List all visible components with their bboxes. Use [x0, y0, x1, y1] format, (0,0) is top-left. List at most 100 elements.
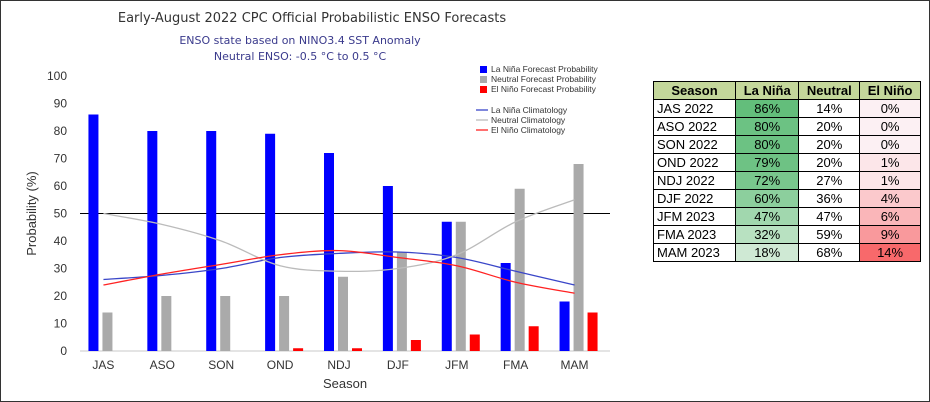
bar-la-nina: [500, 263, 511, 351]
table-row: ASO 2022 80% 20% 0%: [652, 117, 921, 136]
table-row: DJF 2022 60% 36% 4%: [652, 189, 921, 208]
cell-el-nino: 1%: [859, 171, 921, 190]
x-tick-label: MAM: [561, 358, 589, 372]
x-tick-label: OND: [267, 358, 294, 372]
legend-label: Neutral Climatology: [491, 115, 566, 125]
climatology-line-neutral: [103, 199, 575, 273]
cell-el-nino: 6%: [859, 207, 921, 226]
bar-la-nina: [88, 114, 99, 351]
cell-season: DJF 2022: [652, 189, 737, 208]
cell-season: MAM 2023: [652, 243, 737, 262]
cell-la-nina: 80%: [735, 135, 800, 154]
header-neutral: Neutral: [798, 81, 861, 100]
bar-neutral: [161, 296, 172, 351]
bar-neutral: [220, 296, 231, 351]
cell-neutral: 20%: [798, 153, 861, 172]
chart-title: Early-August 2022 CPC Official Probabili…: [118, 11, 507, 26]
table-row: FMA 2023 32% 59% 9%: [652, 225, 921, 244]
chart-subtitle-line-1: ENSO state based on NINO3.4 SST Anomaly: [179, 34, 421, 47]
probability-table: Season La Niña Neutral El Niño JAS 2022 8…: [652, 81, 921, 262]
bar-la-nina: [206, 131, 217, 351]
y-tick-label: 20: [54, 289, 68, 303]
bar-la-nina: [324, 153, 334, 351]
bar-el-nino: [528, 326, 539, 351]
bar-el-nino: [352, 348, 362, 351]
cell-neutral: 20%: [798, 135, 861, 154]
table-row: OND 2022 79% 20% 1%: [652, 153, 921, 172]
cell-el-nino: 0%: [859, 99, 921, 118]
x-tick-label: NDJ: [327, 358, 350, 372]
header-la-nina: La Niña: [735, 81, 800, 100]
y-tick-label: 90: [54, 97, 68, 111]
table-row: MAM 2023 18% 68% 14%: [652, 243, 921, 262]
enso-forecast-chart: Early-August 2022 CPC Official Probabili…: [24, 11, 610, 391]
legend-swatch: [480, 66, 487, 73]
y-tick-label: 0: [60, 344, 67, 358]
x-tick-label: FMA: [503, 358, 528, 372]
x-tick-label: DJF: [387, 358, 409, 372]
x-axis-label: Season: [323, 376, 367, 391]
x-tick-label: JAS: [92, 358, 114, 372]
header-season: Season: [652, 81, 737, 100]
cell-neutral: 27%: [798, 171, 861, 190]
cell-season: OND 2022: [652, 153, 737, 172]
cell-la-nina: 79%: [735, 153, 800, 172]
cell-neutral: 14%: [798, 99, 861, 118]
chart-subtitle-line-2: Neutral ENSO: -0.5 °C to 0.5 °C: [214, 50, 387, 63]
table-header-row: Season La Niña Neutral El Niño: [652, 81, 921, 100]
y-tick-label: 40: [54, 234, 68, 248]
legend-label: Neutral Forecast Probability: [491, 74, 597, 84]
table-row: JFM 2023 47% 47% 6%: [652, 207, 921, 226]
cell-la-nina: 60%: [735, 189, 800, 208]
cell-el-nino: 0%: [859, 135, 921, 154]
cell-neutral: 36%: [798, 189, 861, 208]
bar-neutral: [396, 252, 407, 351]
bar-el-nino: [469, 334, 480, 351]
cell-neutral: 47%: [798, 207, 861, 226]
climatology-line-el-nino: [103, 249, 575, 294]
table-row: NDJ 2022 72% 27% 1%: [652, 171, 921, 190]
x-tick-label: JFM: [445, 358, 468, 372]
bar-neutral: [102, 312, 113, 351]
bar-neutral: [514, 188, 525, 351]
legend-label: El Niño Forecast Probability: [491, 84, 597, 94]
cell-neutral: 20%: [798, 117, 861, 136]
cell-season: JFM 2023: [652, 207, 737, 226]
bar-la-nina: [147, 131, 158, 351]
bar-el-nino: [410, 340, 421, 351]
x-tick-label: ASO: [150, 358, 175, 372]
x-tick-label: SON: [208, 358, 234, 372]
y-tick-label: 70: [54, 152, 68, 166]
bar-el-nino: [587, 312, 598, 351]
cell-la-nina: 32%: [735, 225, 800, 244]
bar-neutral: [455, 221, 466, 351]
y-tick-label: 50: [54, 207, 68, 221]
cell-el-nino: 14%: [859, 243, 921, 262]
cell-season: NDJ 2022: [652, 171, 737, 190]
y-axis-label: Probability (%): [24, 171, 39, 256]
bar-la-nina: [559, 301, 570, 351]
bar-el-nino: [293, 348, 304, 351]
y-tick-label: 100: [47, 69, 67, 83]
cell-la-nina: 18%: [735, 243, 800, 262]
bar-neutral: [573, 164, 584, 351]
cell-season: JAS 2022: [652, 99, 737, 118]
table-row: SON 2022 80% 20% 0%: [652, 135, 921, 154]
cell-la-nina: 80%: [735, 117, 800, 136]
cell-season: FMA 2023: [652, 225, 737, 244]
y-tick-label: 60: [54, 179, 68, 193]
cell-el-nino: 0%: [859, 117, 921, 136]
bar-la-nina: [382, 186, 393, 351]
bar-la-nina: [441, 221, 452, 351]
bar-la-nina: [265, 133, 276, 351]
cell-la-nina: 47%: [735, 207, 800, 226]
cell-season: SON 2022: [652, 135, 737, 154]
cell-el-nino: 4%: [859, 189, 921, 208]
cell-la-nina: 86%: [735, 99, 800, 118]
cell-la-nina: 72%: [735, 171, 800, 190]
bar-neutral: [279, 296, 290, 351]
cell-neutral: 68%: [798, 243, 861, 262]
y-tick-label: 80: [54, 124, 68, 138]
legend-label: La Niña Forecast Probability: [491, 64, 599, 74]
legend-swatch: [480, 76, 487, 83]
